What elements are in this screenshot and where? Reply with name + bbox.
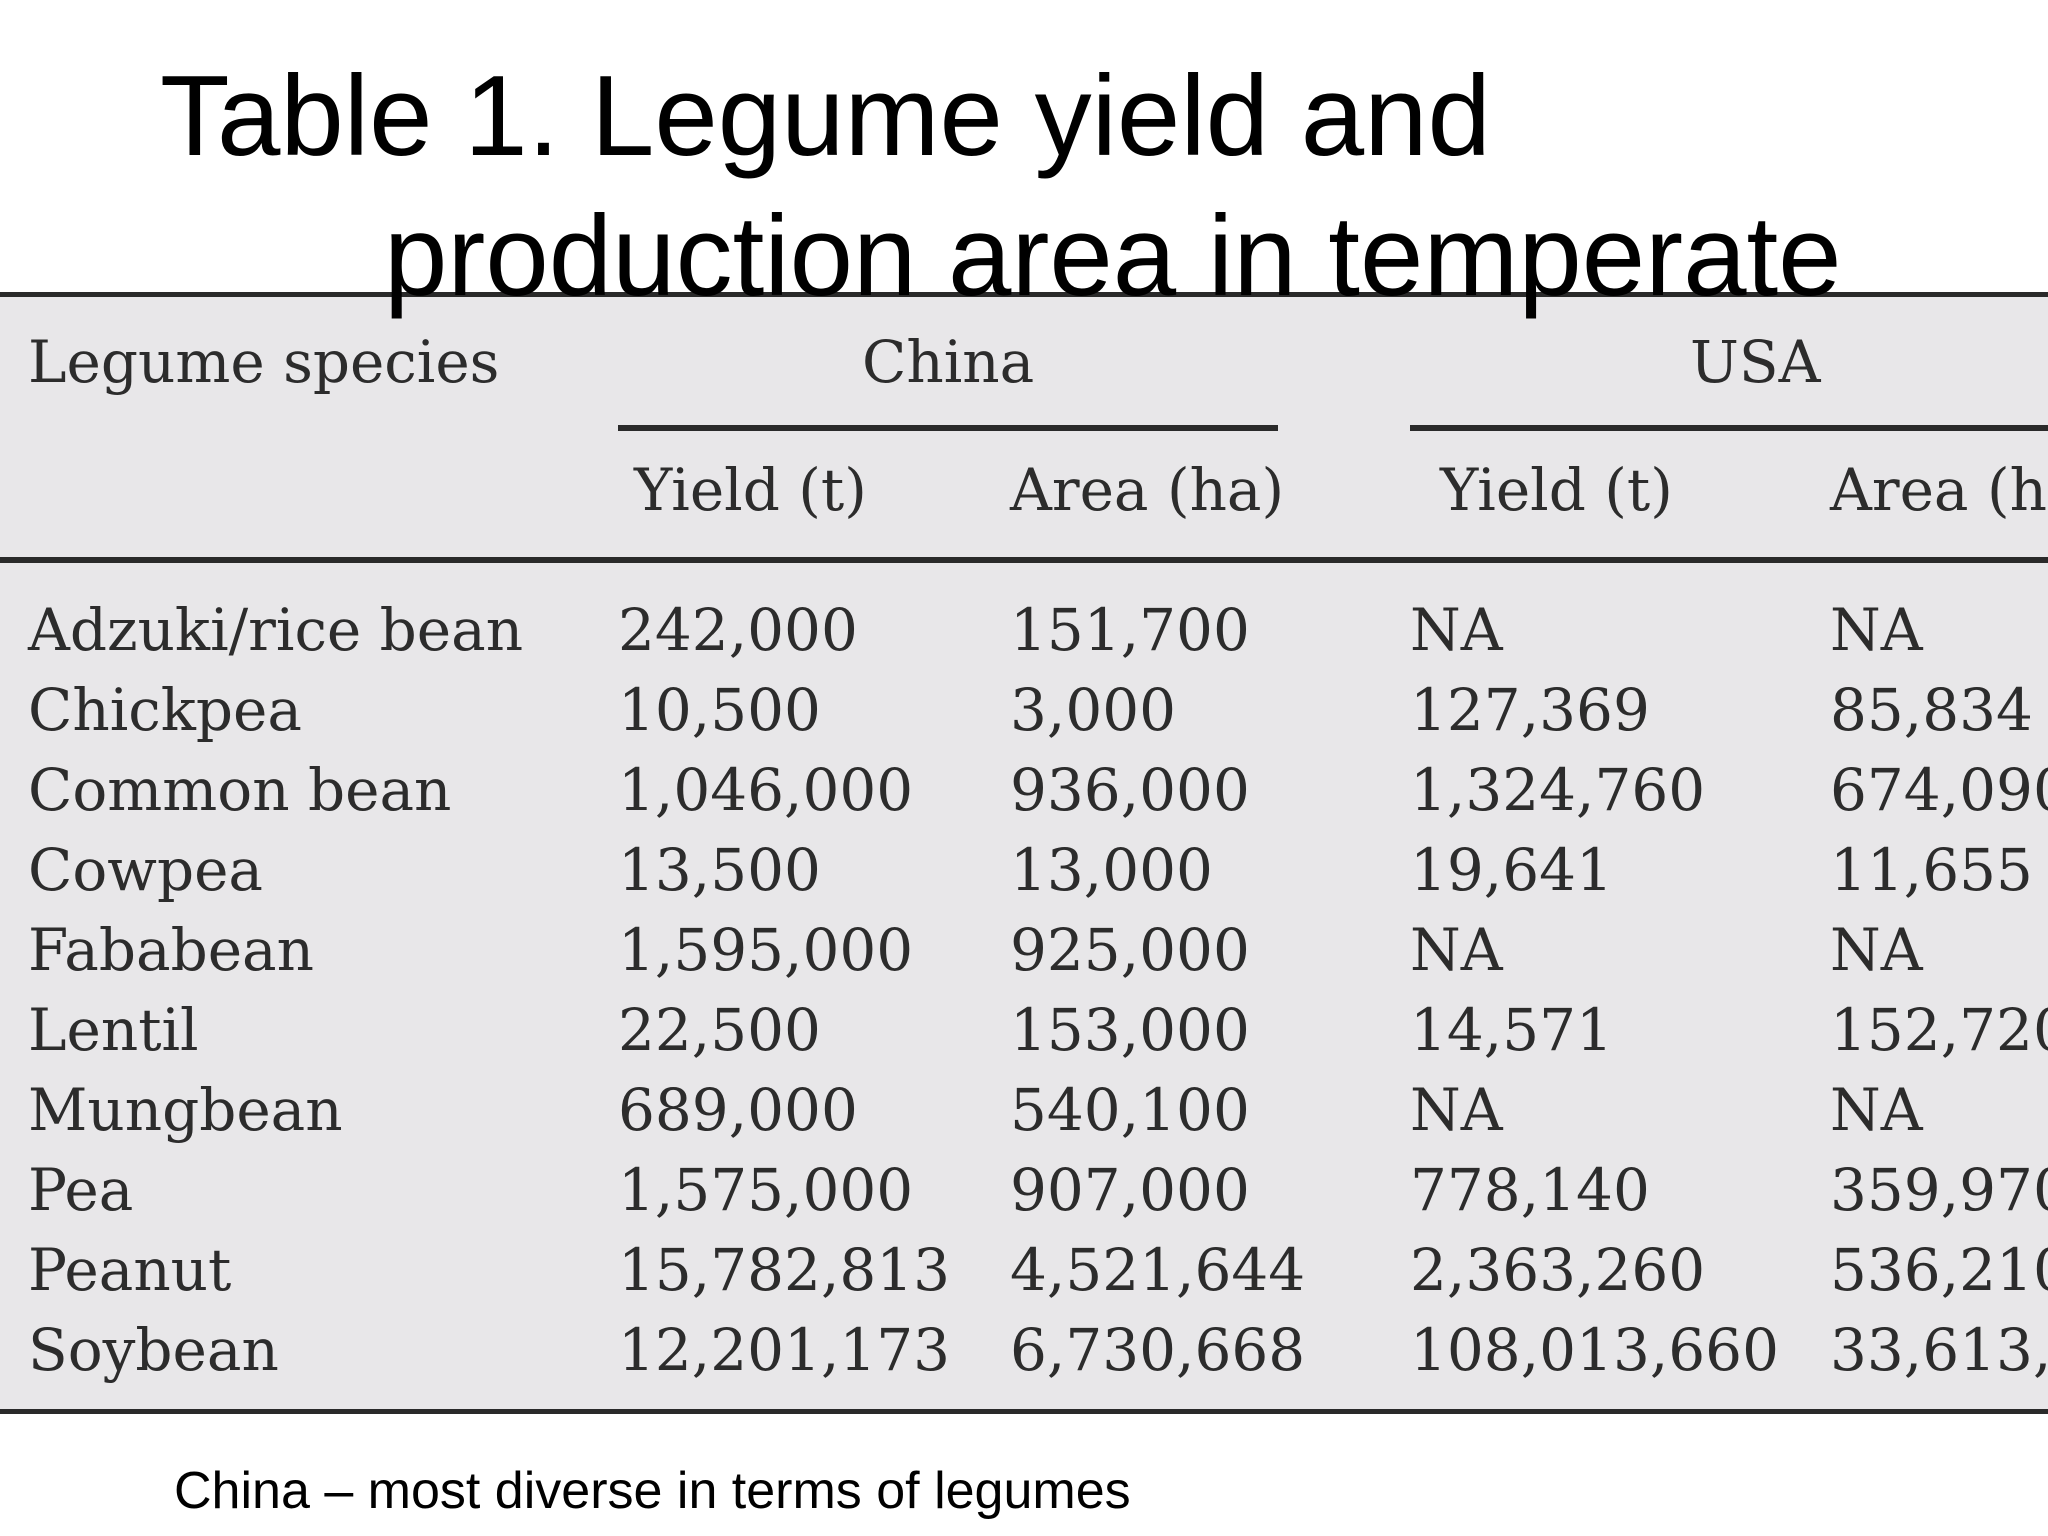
slide-title-line-1: Table 1. Legume yield and	[160, 53, 1491, 180]
cell-china-yield: 12,201,173	[618, 1316, 951, 1384]
cell-china-yield: 22,500	[618, 996, 821, 1064]
cell-species: Pea	[28, 1156, 134, 1224]
cell-china-area: 3,000	[1010, 676, 1177, 744]
cell-china-yield: 13,500	[618, 836, 821, 904]
cell-china-yield: 1,046,000	[618, 756, 914, 824]
cell-usa-yield: 127,369	[1410, 676, 1650, 744]
cell-china-yield: 1,575,000	[618, 1156, 914, 1224]
cell-usa-yield: NA	[1410, 1076, 1503, 1144]
cell-china-area: 151,700	[1010, 596, 1250, 664]
cell-usa-yield: 1,324,760	[1410, 756, 1706, 824]
cell-china-area: 4,521,644	[1010, 1236, 1306, 1304]
usa-group-rule	[1410, 425, 2048, 431]
cell-china-area: 540,100	[1010, 1076, 1250, 1144]
cell-china-yield: 10,500	[618, 676, 821, 744]
cell-usa-area: 536,210	[1830, 1236, 2048, 1304]
cell-species: Soybean	[28, 1316, 279, 1384]
cell-china-yield: 689,000	[618, 1076, 858, 1144]
cell-china-area: 925,000	[1010, 916, 1250, 984]
cell-usa-area: 85,834	[1830, 676, 2033, 744]
cell-usa-yield: 108,013,660	[1410, 1316, 1779, 1384]
china-group-rule	[618, 425, 1278, 431]
cell-usa-yield: 14,571	[1410, 996, 1613, 1064]
cell-usa-area: NA	[1830, 596, 1923, 664]
cell-usa-yield: NA	[1410, 916, 1503, 984]
cell-usa-yield: 778,140	[1410, 1156, 1650, 1224]
cell-species: Adzuki/rice bean	[28, 596, 524, 664]
cell-china-yield: 15,782,813	[618, 1236, 951, 1304]
subheader-china-yield: Yield (t)	[634, 456, 867, 524]
cell-china-area: 153,000	[1010, 996, 1250, 1064]
cell-usa-area: NA	[1830, 916, 1923, 984]
subheader-china-area: Area (ha)	[1010, 456, 1285, 524]
cell-species: Common bean	[28, 756, 452, 824]
cell-china-area: 907,000	[1010, 1156, 1250, 1224]
header-legume-species: Legume species	[28, 328, 500, 396]
cell-usa-area: NA	[1830, 1076, 1923, 1144]
cell-china-yield: 242,000	[618, 596, 858, 664]
cell-usa-yield: NA	[1410, 596, 1503, 664]
header-usa: USA	[1690, 328, 1821, 396]
cell-usa-yield: 2,363,260	[1410, 1236, 1706, 1304]
cell-usa-area: 33,613,96	[1830, 1316, 2048, 1384]
cell-china-area: 6,730,668	[1010, 1316, 1306, 1384]
subheader-usa-yield: Yield (t)	[1440, 456, 1673, 524]
subheader-usa-area: Area (h	[1830, 456, 2047, 524]
cell-species: Chickpea	[28, 676, 302, 744]
cell-china-area: 13,000	[1010, 836, 1213, 904]
legume-table: Legume species China USA Yield (t) Area …	[0, 292, 2048, 1414]
header-rule	[0, 557, 2048, 563]
cell-usa-area: 11,655	[1830, 836, 2033, 904]
cell-species: Cowpea	[28, 836, 263, 904]
cell-species: Mungbean	[28, 1076, 343, 1144]
cell-species: Peanut	[28, 1236, 232, 1304]
header-china: China	[862, 328, 1035, 396]
cell-china-yield: 1,595,000	[618, 916, 914, 984]
caption: China – most diverse in terms of legumes	[174, 1462, 1131, 1520]
slide-title-line-2: production area in temperate	[384, 193, 1842, 320]
cell-usa-yield: 19,641	[1410, 836, 1613, 904]
cell-species: Fababean	[28, 916, 314, 984]
cell-usa-area: 674,090	[1830, 756, 2048, 824]
cell-usa-area: 152,720	[1830, 996, 2048, 1064]
cell-china-area: 936,000	[1010, 756, 1250, 824]
cell-species: Lentil	[28, 996, 199, 1064]
cell-usa-area: 359,970	[1830, 1156, 2048, 1224]
